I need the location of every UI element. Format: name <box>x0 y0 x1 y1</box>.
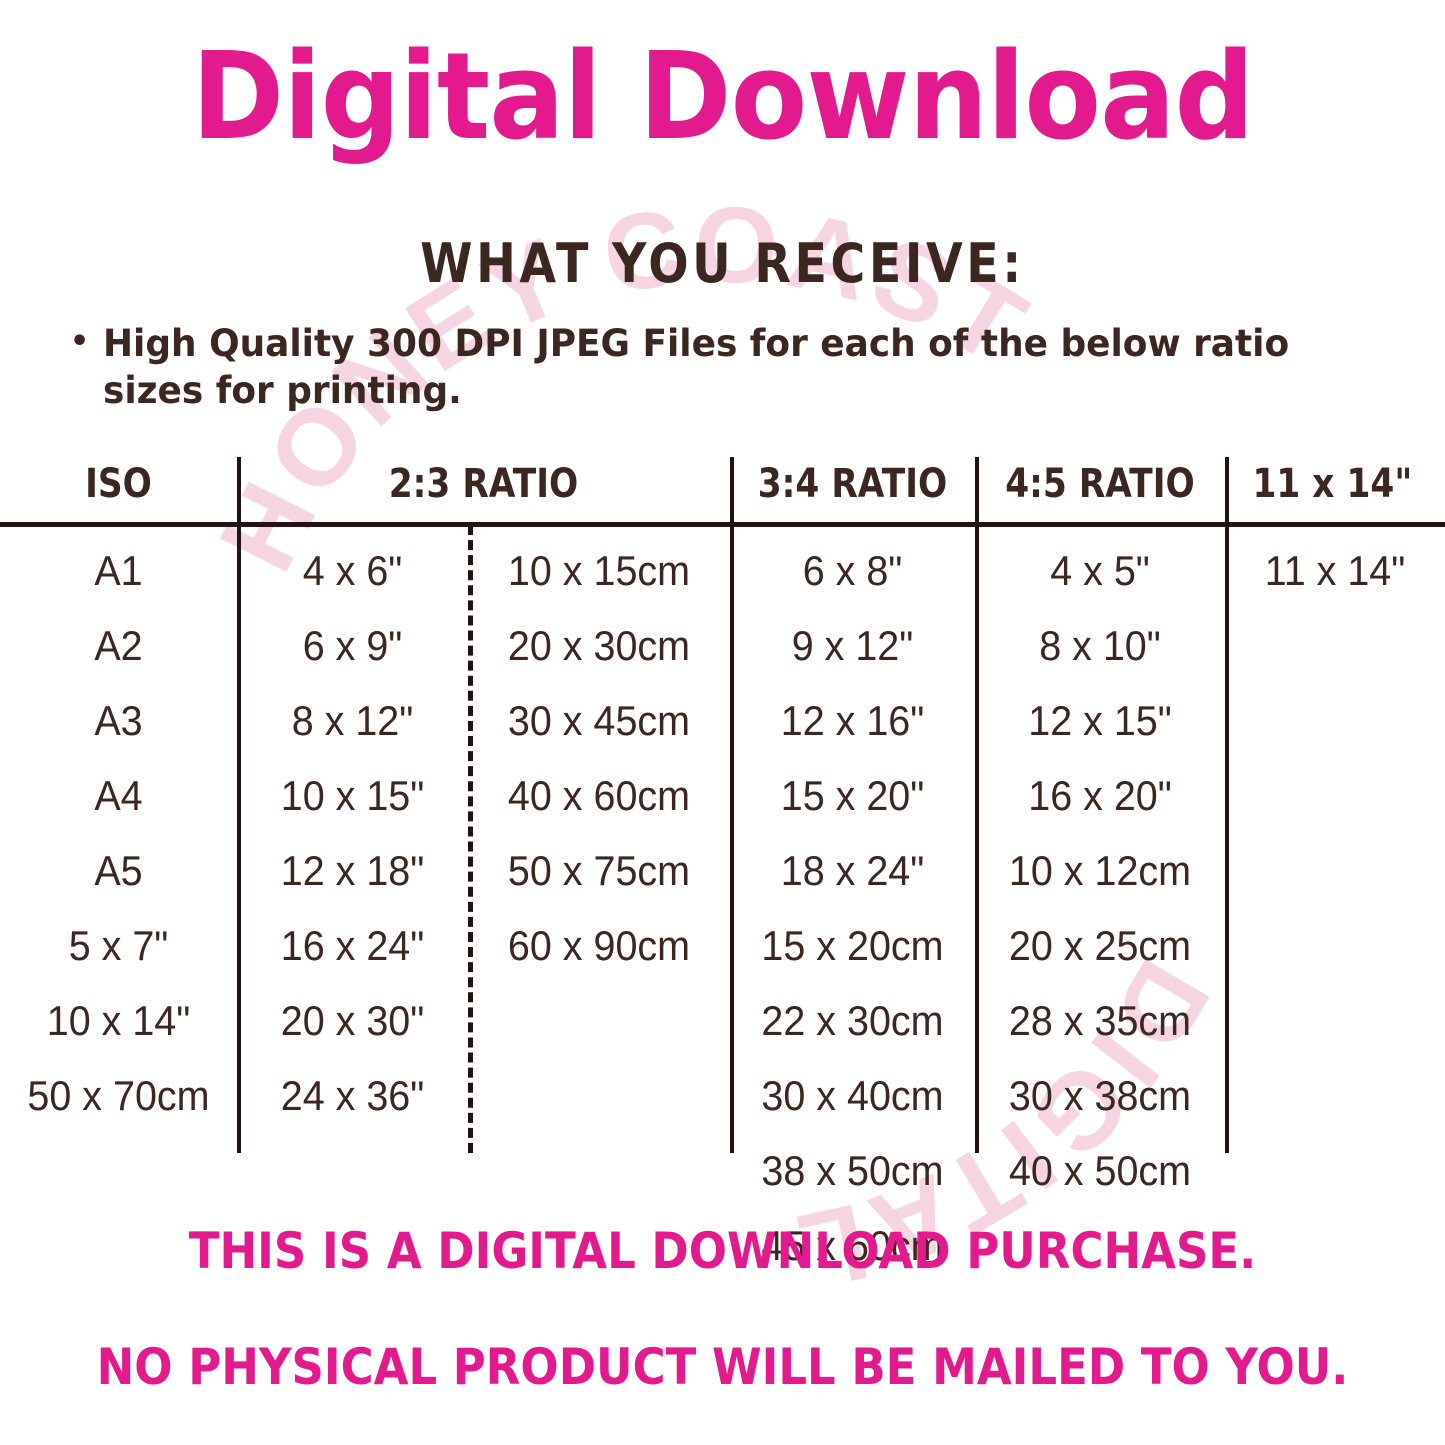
table-cell: 20 x 30" <box>280 997 425 1044</box>
table-cell: 5 x 7" <box>68 922 169 969</box>
table-cell: 10 x 14" <box>46 997 191 1044</box>
bullet-item-text: High Quality 300 DPI JPEG Files for each… <box>103 322 1290 413</box>
table-cell: 10 x 15cm <box>507 547 691 594</box>
size-chart-table: ISO 2:3 RATIO 3:4 RATIO 4:5 RATIO 11 x 1… <box>0 455 1445 1269</box>
table-cell: 11 x 14" <box>1264 547 1406 594</box>
table-cell: 12 x 18" <box>280 847 425 894</box>
table-divider-fixed <box>1225 457 1229 1153</box>
bullet-list-item: • High Quality 300 DPI JPEG Files for ea… <box>70 320 1400 415</box>
table-cell: 50 x 75cm <box>507 847 691 894</box>
footer-notice-line-1: THIS IS A DIGITAL DOWNLOAD PURCHASE. <box>188 1222 1257 1280</box>
table-cell: 45 x 60cm <box>761 1222 944 1269</box>
table-cell: 12 x 16" <box>780 697 925 744</box>
column-header-fixed-11x14: 11 x 14" <box>1252 461 1413 507</box>
column-header-ratio-4-5: 4:5 RATIO <box>1005 461 1195 507</box>
column-cells-iso: A1 A2 A3 A4 A5 5 x 7" 10 x 14" 50 x 70cm <box>0 533 237 1133</box>
column-cells-ratio23-cm: 10 x 15cm 20 x 30cm 30 x 45cm 40 x 60cm 50 x… <box>468 533 730 983</box>
table-cell: 9 x 12" <box>791 622 914 669</box>
table-cell: 30 x 45cm <box>507 697 691 744</box>
bullet-dot-icon: • <box>70 324 90 359</box>
table-cell: A4 <box>94 772 143 819</box>
table-cell: 10 x 15" <box>280 772 425 819</box>
table-cell: 6 x 8" <box>802 547 903 594</box>
table-cell: 12 x 15" <box>1028 697 1172 744</box>
table-cell: A2 <box>94 622 143 669</box>
table-divider-iso <box>237 457 241 1153</box>
table-cell: 8 x 10" <box>1039 622 1161 669</box>
table-cell: 22 x 30cm <box>761 997 944 1044</box>
table-cell: 40 x 60cm <box>507 772 691 819</box>
column-cells-ratio23-inches: 4 x 6" 6 x 9" 8 x 12" 10 x 15" 12 x 18" 16 x … <box>237 533 468 1133</box>
table-cell: 10 x 12cm <box>1008 847 1192 894</box>
page-title: Digital Download <box>191 28 1255 167</box>
column-cells-fixed: 11 x 14" <box>1225 533 1445 608</box>
table-cell: 28 x 35cm <box>1008 997 1192 1044</box>
table-cell: A3 <box>94 697 143 744</box>
table-cell: A5 <box>94 847 143 894</box>
column-header-ratio-3-4: 3:4 RATIO <box>757 461 948 507</box>
column-cells-ratio34: 6 x 8" 9 x 12" 12 x 16" 15 x 20" 18 x 24" 15 … <box>730 533 975 1283</box>
table-cell: 40 x 50cm <box>1008 1147 1192 1194</box>
column-header-iso: ISO <box>85 461 152 507</box>
table-cell: 24 x 36" <box>280 1072 425 1119</box>
table-cell: 50 x 70cm <box>27 1072 210 1119</box>
table-cell: 20 x 25cm <box>1008 922 1192 969</box>
column-cells-ratio45: 4 x 5" 8 x 10" 12 x 15" 16 x 20" 10 x 12cm 20… <box>975 533 1225 1208</box>
section-heading-what-you-receive: WHAT YOU RECEIVE: <box>420 232 1025 295</box>
table-cell: 6 x 9" <box>302 622 403 669</box>
column-header-ratio-2-3: 2:3 RATIO <box>388 461 579 507</box>
table-divider-ratio34 <box>730 457 734 1153</box>
table-cell: 15 x 20" <box>780 772 925 819</box>
table-cell: 15 x 20cm <box>761 922 944 969</box>
table-divider-ratio45 <box>975 457 979 1153</box>
table-cell: 38 x 50cm <box>761 1147 944 1194</box>
table-divider-ratio23-inner <box>468 525 473 1153</box>
table-cell: 4 x 6" <box>302 547 403 594</box>
footer-notice-line-2: NO PHYSICAL PRODUCT WILL BE MAILED TO YO… <box>96 1338 1349 1396</box>
table-cell: 8 x 12" <box>291 697 414 744</box>
table-cell: 18 x 24" <box>780 847 925 894</box>
table-cell: 4 x 5" <box>1050 547 1150 594</box>
table-header-rule <box>0 522 1445 527</box>
table-cell: 16 x 20" <box>1028 772 1172 819</box>
table-cell: 16 x 24" <box>280 922 425 969</box>
table-cell: 20 x 30cm <box>507 622 691 669</box>
table-cell: 30 x 40cm <box>761 1072 944 1119</box>
table-cell: 60 x 90cm <box>507 922 691 969</box>
table-cell: A1 <box>94 547 143 594</box>
table-cell: 30 x 38cm <box>1008 1072 1192 1119</box>
